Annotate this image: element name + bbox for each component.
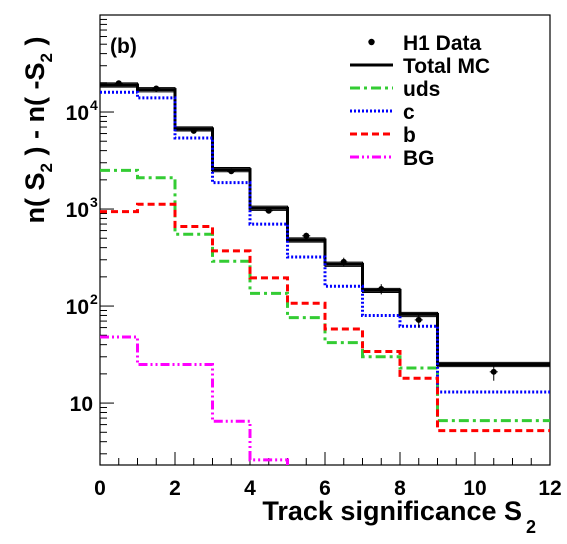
series-total-mc [100, 83, 550, 366]
x-tick-label: 0 [94, 477, 106, 500]
legend-label-c: c [403, 101, 415, 124]
x-tick-label: 12 [538, 477, 561, 500]
svg-text:n( S2 ) - n( -S2 ): n( S2 ) - n( -S2 ) [20, 37, 56, 224]
legend-label-total-mc: Total MC [403, 55, 490, 78]
data-point [115, 80, 122, 87]
y-tick-label: 10 [70, 393, 93, 416]
y-title-part-1: n( S [20, 172, 50, 223]
x-axis-title: Track significance S [262, 496, 522, 526]
x-tick-label: 10 [463, 477, 486, 500]
data-point [303, 232, 310, 239]
data-point [490, 368, 497, 375]
y-title-part-3: ) [20, 37, 50, 54]
y-tick-label: 10 [66, 102, 89, 125]
series-uds [100, 168, 550, 423]
series-bg [100, 335, 289, 465]
y-tick-label-exponent: 4 [90, 97, 98, 113]
x-axis-title-subscript: 2 [526, 517, 536, 537]
y-title-part-2: ) - n( -S [20, 63, 50, 163]
data-point [415, 316, 422, 323]
series-b [100, 202, 550, 433]
data-point [265, 207, 272, 214]
series-total-mc-band [100, 82, 550, 363]
legend-label-bg: BG [403, 147, 435, 170]
x-axis-ticks: 0 2 4 6 8 10 12 [94, 452, 562, 500]
legend-label-h1-data: H1 Data [403, 32, 482, 55]
x-tick-label: 8 [394, 477, 406, 500]
series-c [100, 90, 550, 394]
data-point [228, 168, 235, 175]
series-layer [100, 82, 550, 465]
y-title-sub-1: 2 [37, 163, 56, 172]
data-point [190, 127, 197, 134]
y-tick-label-exponent: 2 [90, 291, 98, 307]
data-point [153, 85, 160, 92]
x-tick-label: 6 [319, 477, 331, 500]
y-tick-label: 10 [66, 199, 89, 222]
legend-marker-h1-data [368, 38, 375, 46]
data-points-layer [114, 80, 498, 381]
y-tick-label: 10 [66, 296, 89, 319]
panel-label: (b) [110, 35, 137, 58]
y-tick-label-exponent: 3 [90, 194, 98, 210]
data-point [340, 258, 347, 265]
y-title-sub-2: 2 [37, 53, 56, 62]
y-axis-title: n( S2 ) - n( -S2 ) [20, 37, 56, 224]
x-tick-label: 4 [244, 477, 256, 500]
legend-label-uds: uds [403, 78, 440, 101]
data-point [378, 285, 385, 292]
x-tick-label: 2 [169, 477, 181, 500]
legend-label-b: b [403, 124, 416, 147]
